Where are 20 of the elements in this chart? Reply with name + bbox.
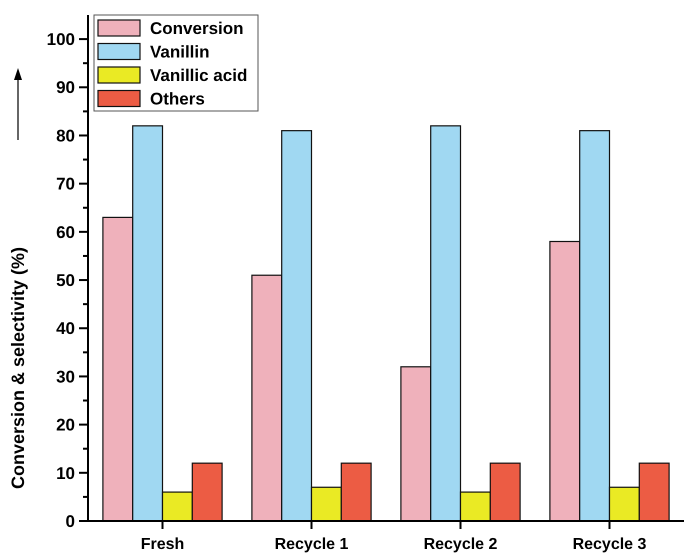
x-tick-label: Recycle 2 — [424, 536, 498, 553]
legend-label: Conversion — [150, 18, 244, 38]
x-tick-label: Fresh — [140, 536, 184, 553]
legend-label: Vanillin — [150, 42, 210, 62]
y-tick-label: 70 — [56, 174, 75, 194]
y-tick-label: 40 — [56, 319, 75, 338]
y-tick-label: 20 — [56, 416, 75, 435]
x-tick-label: Recycle 1 — [274, 536, 349, 553]
y-tick-label: 90 — [56, 78, 75, 98]
y-tick-label: 10 — [56, 464, 75, 483]
y-tick-label: 30 — [56, 367, 75, 386]
y-axis-title: Conversion & selectivity (%) — [8, 246, 28, 490]
y-tick-label: 50 — [56, 271, 75, 290]
y-tick-label: 100 — [46, 30, 75, 50]
y-tick-label: 80 — [56, 126, 75, 146]
y-tick-label: 0 — [66, 512, 75, 531]
legend-label: Vanillic acid — [150, 66, 248, 85]
x-tick-label: Recycle 3 — [572, 536, 647, 553]
y-tick-label: 60 — [56, 222, 75, 242]
legend-label: Others — [150, 89, 205, 108]
